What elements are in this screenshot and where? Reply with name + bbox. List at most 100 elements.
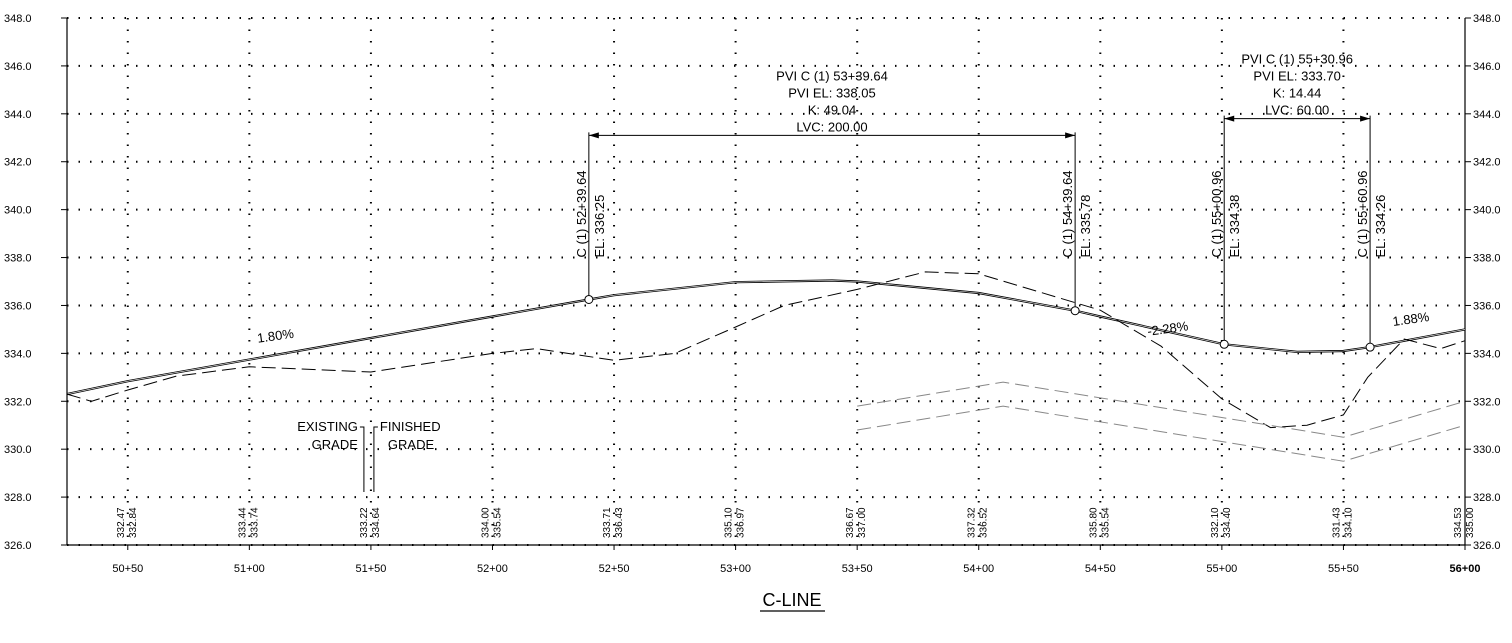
curve-point-marker bbox=[584, 294, 594, 304]
curve-point-marker bbox=[1365, 342, 1375, 352]
finished-elevation-value: 333.74 bbox=[249, 507, 260, 538]
y-tick-label-left: 348.0 bbox=[4, 13, 32, 25]
y-tick-label-right: 328.0 bbox=[1473, 492, 1501, 504]
curve-elevation-label: EL: 336.25 bbox=[592, 195, 607, 258]
curve-elevation-label: EL: 334.38 bbox=[1227, 195, 1242, 258]
finished-grade-label: FINISHED bbox=[380, 419, 441, 434]
finished-grade-leader bbox=[373, 426, 378, 492]
finished-elevation-value: 335.54 bbox=[492, 507, 503, 538]
x-tick-label: 56+00 bbox=[1450, 563, 1481, 575]
existing-grade-label: EXISTING bbox=[297, 419, 358, 434]
finished-elevation-value: 334.64 bbox=[371, 507, 382, 538]
y-tick-label-left: 326.0 bbox=[4, 540, 32, 552]
y-tick-label-left: 336.0 bbox=[4, 300, 32, 312]
existing-elevation-value: 333.71 bbox=[602, 507, 613, 538]
existing-elevation-value: 335.80 bbox=[1088, 507, 1099, 538]
dimension-arrow-right bbox=[1065, 132, 1076, 139]
pvi-annotation-line: PVI C (1) 55+30.96 bbox=[1241, 52, 1353, 67]
finished-grade-inner-line bbox=[66, 280, 1466, 395]
y-tick-label-left: 330.0 bbox=[4, 444, 32, 456]
x-tick-label: 50+50 bbox=[112, 563, 143, 575]
curve-station-label: C (1) 52+39.64 bbox=[574, 170, 589, 257]
y-tick-label-right: 346.0 bbox=[1473, 61, 1501, 73]
y-tick-label-left: 346.0 bbox=[4, 61, 32, 73]
finished-elevation-value: 336.52 bbox=[979, 507, 990, 538]
y-tick-label-right: 332.0 bbox=[1473, 396, 1501, 408]
y-tick-label-left: 340.0 bbox=[4, 205, 32, 217]
finished-elevation-value: 335.00 bbox=[1465, 507, 1476, 538]
x-tick-label: 54+50 bbox=[1085, 563, 1116, 575]
y-tick-label-right: 340.0 bbox=[1473, 205, 1501, 217]
dimension-arrow-left bbox=[1224, 115, 1235, 122]
grade-label: -2.28% bbox=[1146, 318, 1189, 339]
vertical-curve-layer: C (1) 52+39.64 EL: 336.25 C (1) 54+39.64 EL… bbox=[574, 52, 1388, 352]
x-tick-label: 51+50 bbox=[355, 563, 386, 575]
existing-elevation-value: 331.43 bbox=[1331, 507, 1342, 538]
chart-title: C-LINE bbox=[762, 590, 821, 610]
y-tick-label-right: 338.0 bbox=[1473, 253, 1501, 265]
curve-station-label: C (1) 54+39.64 bbox=[1060, 170, 1075, 257]
dimension-arrow-left bbox=[588, 132, 599, 139]
finished-elevation-value: 334.10 bbox=[1343, 507, 1354, 538]
pvi-annotation-line: PVI EL: 338.05 bbox=[788, 85, 875, 100]
existing-grade-leader bbox=[359, 426, 365, 492]
y-tick-label-right: 342.0 bbox=[1473, 157, 1501, 169]
series-layer bbox=[66, 271, 1466, 462]
existing-elevation-value: 336.67 bbox=[845, 507, 856, 538]
y-tick-label-right: 326.0 bbox=[1473, 540, 1501, 552]
pvi-annotation-line: LVC: 60.00 bbox=[1265, 103, 1329, 118]
x-tick-label: 52+00 bbox=[477, 563, 508, 575]
x-tick-label: 53+00 bbox=[720, 563, 751, 575]
pvi-annotation-line: K: 14.44 bbox=[1273, 86, 1321, 101]
x-tick-label: 55+50 bbox=[1328, 563, 1359, 575]
axes-layer: 326.0 326.0 328.0 328.0 330.0 330.0 332.0 332.0… bbox=[4, 13, 1501, 575]
x-tick-label: 55+00 bbox=[1206, 563, 1237, 575]
dimension-arrow-right bbox=[1360, 115, 1371, 122]
curve-point-marker bbox=[1219, 339, 1229, 349]
existing-grade-label: GRADE bbox=[312, 437, 359, 452]
curve-point-marker bbox=[1070, 306, 1080, 316]
existing-elevation-value: 333.44 bbox=[237, 507, 248, 538]
existing-elevation-value: 334.00 bbox=[480, 507, 491, 538]
pvi-annotation-line: K: 49.04 bbox=[808, 102, 856, 117]
y-tick-label-left: 334.0 bbox=[4, 348, 32, 360]
grade-label: 1.80% bbox=[256, 326, 295, 346]
finished-elevation-value: 337.00 bbox=[857, 507, 868, 538]
y-tick-label-left: 344.0 bbox=[4, 109, 32, 121]
grade-label: 1.88% bbox=[1392, 309, 1431, 329]
y-tick-label-left: 328.0 bbox=[4, 492, 32, 504]
y-tick-label-left: 342.0 bbox=[4, 157, 32, 169]
y-tick-label-right: 330.0 bbox=[1473, 444, 1501, 456]
annotation-layer: 1.80% -2.28% 1.88% EXISTING GRADE FINISHED GRA… bbox=[256, 309, 1431, 492]
finished-elevation-value: 332.84 bbox=[128, 507, 139, 538]
finished-grade-label: GRADE bbox=[388, 437, 435, 452]
series-dashed-gray-line bbox=[857, 381, 1466, 438]
y-tick-label-right: 348.0 bbox=[1473, 13, 1501, 25]
curve-elevation-label: EL: 334.26 bbox=[1373, 195, 1388, 258]
y-tick-label-right: 334.0 bbox=[1473, 348, 1501, 360]
series-dashed-gray-line bbox=[857, 405, 1466, 462]
existing-elevation-value: 337.32 bbox=[967, 507, 978, 538]
x-tick-label: 51+00 bbox=[234, 563, 265, 575]
y-tick-label-left: 338.0 bbox=[4, 253, 32, 265]
curve-station-label: C (1) 55+60.96 bbox=[1355, 170, 1370, 257]
curve-elevation-label: EL: 335.78 bbox=[1078, 195, 1093, 258]
existing-elevation-value: 332.10 bbox=[1210, 507, 1221, 538]
existing-elevation-value: 332.47 bbox=[116, 507, 127, 538]
existing-elevation-value: 333.22 bbox=[359, 507, 370, 538]
finished-elevation-value: 334.40 bbox=[1222, 507, 1233, 538]
x-tick-label: 54+00 bbox=[963, 563, 994, 575]
pvi-annotation-line: LVC: 200.00 bbox=[796, 119, 867, 134]
curve-station-label: C (1) 55+00.96 bbox=[1209, 170, 1224, 257]
finished-elevation-value: 336.43 bbox=[614, 507, 625, 538]
y-tick-label-left: 332.0 bbox=[4, 396, 32, 408]
pvi-annotation-line: PVI EL: 333.70 bbox=[1253, 69, 1340, 84]
x-tick-label: 53+50 bbox=[842, 563, 873, 575]
x-tick-label: 52+50 bbox=[599, 563, 630, 575]
existing-elevation-value: 334.53 bbox=[1453, 507, 1464, 538]
y-tick-label-right: 336.0 bbox=[1473, 300, 1501, 312]
series-existing-grade-line bbox=[66, 271, 1466, 429]
finished-elevation-value: 335.54 bbox=[1100, 507, 1111, 538]
existing-elevation-value: 335.10 bbox=[724, 507, 735, 538]
elevation-table-layer: 332.47 332.84 333.44 333.74 333.22 334.64 334.… bbox=[116, 507, 1476, 538]
